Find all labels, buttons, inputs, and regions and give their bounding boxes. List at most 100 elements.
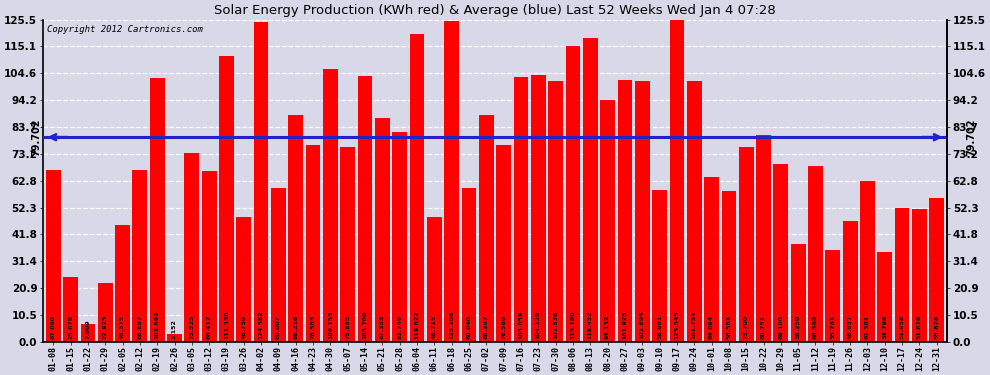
Bar: [877, 252, 892, 342]
Text: 51.826: 51.826: [917, 315, 922, 339]
Text: 7.009: 7.009: [85, 320, 90, 339]
Text: 67.090: 67.090: [50, 315, 55, 339]
Text: 35.761: 35.761: [831, 315, 836, 339]
Text: 88.297: 88.297: [484, 315, 489, 339]
Bar: [341, 147, 355, 342]
Text: 102.692: 102.692: [154, 310, 159, 339]
Text: 115.180: 115.180: [570, 310, 575, 339]
Text: 118.452: 118.452: [588, 310, 593, 339]
Text: 119.822: 119.822: [415, 310, 420, 339]
Text: 55.826: 55.826: [935, 315, 940, 339]
Bar: [98, 283, 113, 342]
Text: 25.078: 25.078: [68, 315, 73, 339]
Text: 103.700: 103.700: [362, 311, 367, 339]
Text: 46.937: 46.937: [847, 315, 852, 339]
Bar: [80, 324, 95, 342]
Text: 66.897: 66.897: [138, 315, 143, 339]
Text: 73.525: 73.525: [189, 315, 194, 339]
Bar: [583, 38, 598, 342]
Text: 60.007: 60.007: [276, 315, 281, 339]
Text: 81.749: 81.749: [397, 315, 402, 339]
Bar: [826, 250, 841, 342]
Text: 51.958: 51.958: [900, 315, 905, 339]
Text: 125.545: 125.545: [674, 310, 679, 339]
Bar: [479, 115, 494, 342]
Text: 34.796: 34.796: [882, 315, 887, 339]
Bar: [253, 22, 268, 342]
Bar: [548, 81, 563, 342]
Bar: [288, 116, 303, 342]
Bar: [410, 34, 425, 342]
Bar: [149, 78, 164, 342]
Text: 101.536: 101.536: [553, 310, 558, 339]
Bar: [531, 75, 545, 342]
Text: 68.360: 68.360: [813, 315, 818, 339]
Bar: [930, 198, 944, 342]
Bar: [756, 135, 771, 342]
Text: 66.417: 66.417: [207, 315, 212, 339]
Bar: [46, 170, 60, 342]
Bar: [842, 221, 857, 342]
Text: 88.216: 88.216: [293, 315, 298, 339]
Text: 64.094: 64.094: [709, 315, 714, 339]
Text: 94.132: 94.132: [605, 315, 610, 339]
Bar: [704, 177, 719, 342]
Bar: [63, 278, 78, 342]
Bar: [722, 191, 737, 342]
Text: 75.885: 75.885: [346, 315, 350, 339]
Bar: [514, 77, 529, 342]
Text: 45.375: 45.375: [120, 315, 125, 339]
Bar: [739, 147, 753, 342]
Bar: [669, 20, 684, 342]
Text: 124.582: 124.582: [258, 310, 263, 339]
Bar: [184, 153, 199, 342]
Bar: [202, 171, 217, 342]
Bar: [323, 69, 338, 342]
Bar: [392, 132, 407, 342]
Text: 79.702: 79.702: [31, 118, 42, 156]
Text: 87.353: 87.353: [380, 315, 385, 339]
Bar: [618, 80, 633, 342]
Text: 101.694: 101.694: [640, 310, 644, 339]
Text: 38.250: 38.250: [796, 315, 801, 339]
Bar: [167, 334, 182, 342]
Bar: [306, 145, 321, 342]
Bar: [687, 81, 702, 342]
Text: 125.106: 125.106: [449, 310, 454, 339]
Text: 101.925: 101.925: [623, 310, 628, 339]
Bar: [652, 190, 667, 342]
Bar: [808, 166, 823, 342]
Text: 48.750: 48.750: [242, 315, 247, 339]
Bar: [115, 225, 130, 342]
Bar: [773, 164, 788, 342]
Bar: [357, 76, 372, 342]
Text: 101.754: 101.754: [692, 310, 697, 339]
Bar: [427, 217, 442, 342]
Text: 76.580: 76.580: [501, 315, 506, 339]
Bar: [445, 21, 459, 342]
Text: 104.129: 104.129: [536, 310, 541, 339]
Bar: [565, 46, 580, 342]
Text: 103.059: 103.059: [519, 311, 524, 339]
Text: 60.040: 60.040: [466, 315, 471, 339]
Bar: [461, 188, 476, 342]
Text: 111.330: 111.330: [224, 310, 229, 339]
Text: Copyright 2012 Cartronics.com: Copyright 2012 Cartronics.com: [48, 24, 203, 33]
Bar: [895, 209, 910, 342]
Text: 3.152: 3.152: [172, 319, 177, 339]
Bar: [219, 56, 234, 342]
Text: 48.715: 48.715: [432, 315, 437, 339]
Bar: [271, 188, 286, 342]
Bar: [791, 243, 806, 342]
Text: 62.581: 62.581: [865, 315, 870, 339]
Title: Solar Energy Production (KWh red) & Average (blue) Last 52 Weeks Wed Jan 4 07:28: Solar Energy Production (KWh red) & Aver…: [214, 4, 776, 17]
Text: 58.991: 58.991: [657, 315, 662, 339]
Bar: [237, 217, 251, 342]
Bar: [600, 100, 615, 342]
Text: 106.153: 106.153: [328, 310, 333, 339]
Text: 75.700: 75.700: [743, 315, 748, 339]
Bar: [375, 118, 390, 342]
Bar: [133, 170, 148, 342]
Text: 76.583: 76.583: [311, 315, 316, 339]
Text: 79.702: 79.702: [966, 118, 976, 156]
